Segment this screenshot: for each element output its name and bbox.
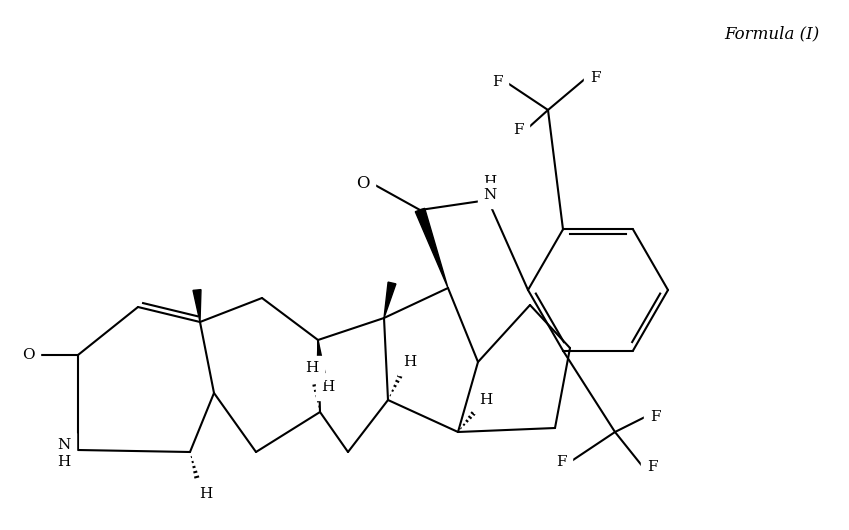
Text: F: F (513, 123, 523, 137)
Text: H: H (480, 393, 492, 407)
Text: H: H (306, 361, 318, 375)
Text: H: H (58, 455, 70, 469)
Text: O: O (357, 174, 370, 191)
Text: H: H (483, 175, 497, 189)
Text: Formula (I): Formula (I) (725, 25, 820, 42)
Polygon shape (384, 282, 396, 318)
Polygon shape (193, 289, 201, 322)
Polygon shape (317, 340, 325, 373)
Text: O: O (22, 348, 34, 362)
Polygon shape (415, 208, 448, 288)
Text: H: H (322, 380, 335, 394)
Text: H: H (403, 355, 417, 369)
Text: F: F (556, 455, 566, 469)
Text: F: F (590, 71, 600, 85)
Text: H: H (200, 487, 212, 501)
Text: F: F (649, 410, 661, 424)
Text: N: N (483, 188, 497, 202)
Text: F: F (492, 75, 503, 89)
Text: F: F (647, 460, 657, 474)
Text: N: N (58, 438, 70, 452)
